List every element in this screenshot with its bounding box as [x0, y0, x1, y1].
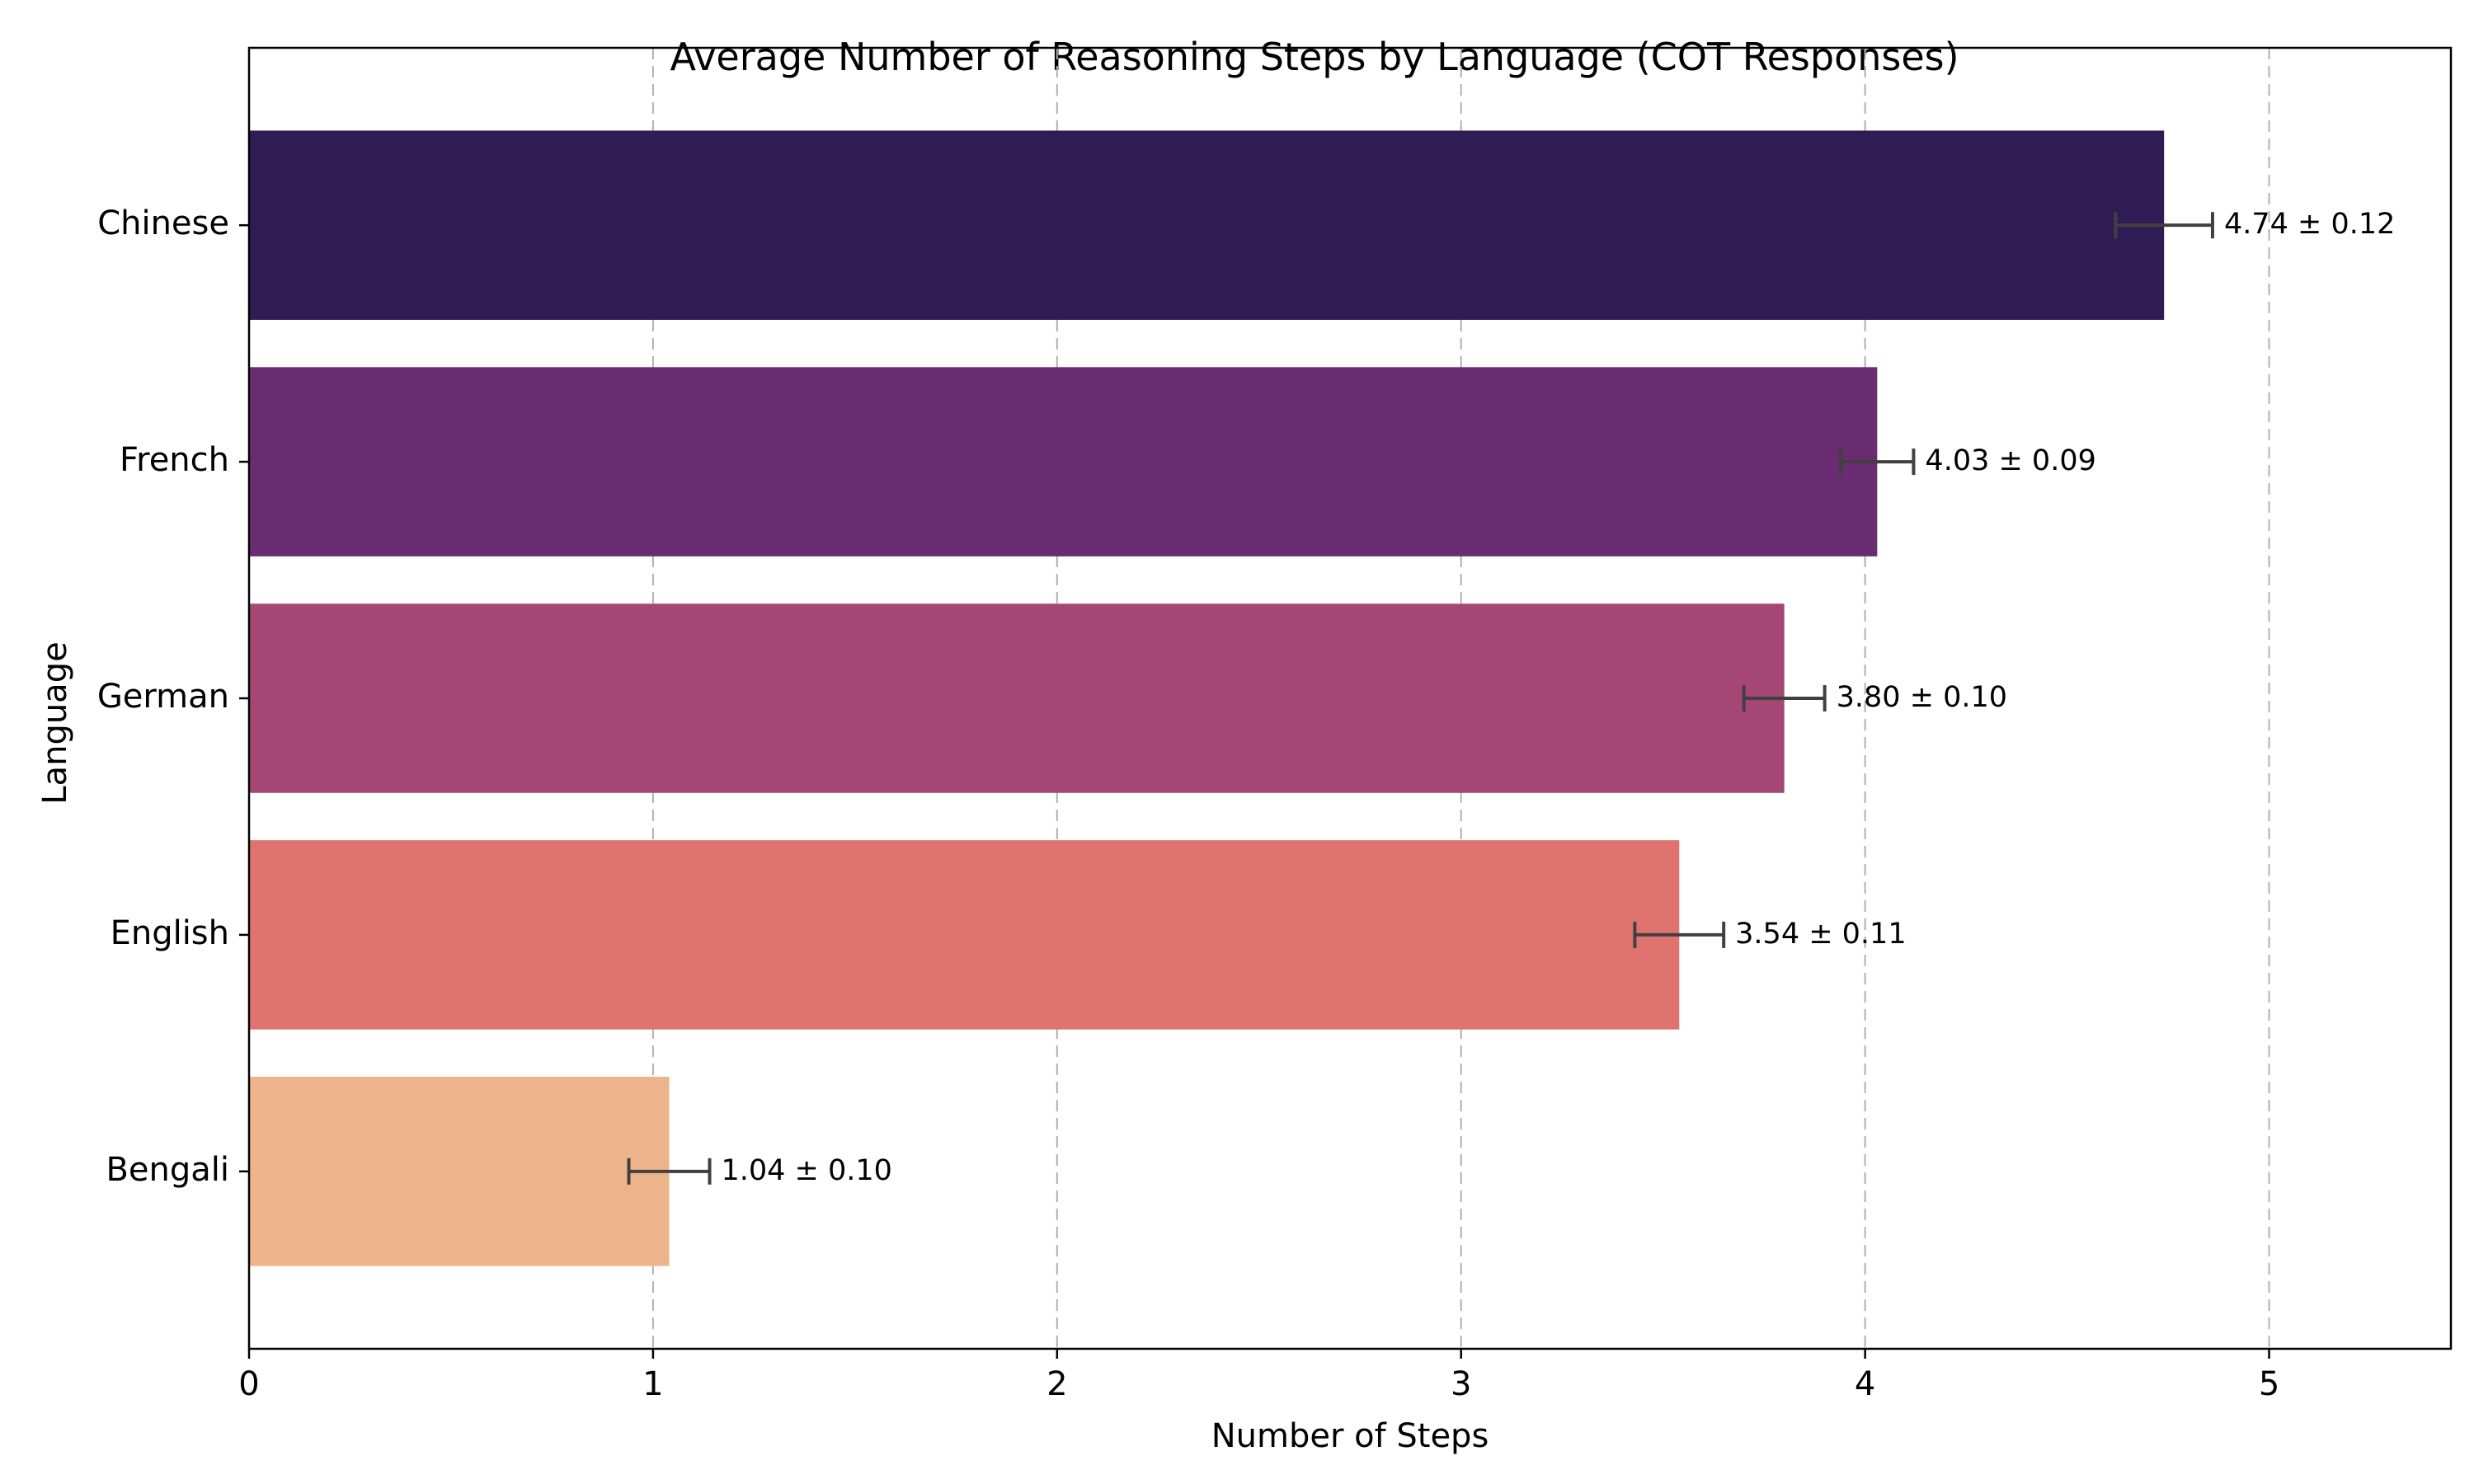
- chart-title: Average Number of Reasoning Steps by Lan…: [670, 35, 1959, 79]
- error-bars: [627, 212, 2214, 1185]
- x-tick-label-2: 2: [1047, 1365, 1067, 1403]
- x-tick-label-4: 4: [1855, 1365, 1875, 1403]
- x-tick-label-3: 3: [1451, 1365, 1471, 1403]
- y-axis-label: Language: [36, 641, 74, 804]
- x-axis-label: Number of Steps: [1211, 1417, 1489, 1455]
- y-axis-ticks: Chinese French German English Bengali: [97, 204, 249, 1189]
- bars: [249, 130, 2165, 1266]
- x-tick-label-0: 0: [238, 1365, 259, 1403]
- bar-bengali: [249, 1077, 670, 1266]
- value-label-bengali: 1.04 ± 0.10: [721, 1154, 891, 1187]
- error-bar-chinese: [2114, 212, 2214, 239]
- error-bar-german: [1742, 685, 1827, 711]
- error-bar-bengali: [627, 1158, 712, 1185]
- value-label-french: 4.03 ± 0.09: [1925, 444, 2095, 477]
- y-tick-label-french: French: [120, 441, 229, 479]
- bar-french: [249, 367, 1878, 556]
- value-label-german: 3.80 ± 0.10: [1837, 681, 2007, 714]
- error-bar-french: [1839, 448, 1916, 476]
- value-labels: 4.74 ± 0.12 4.03 ± 0.09 3.80 ± 0.10 3.54 ± …: [721, 208, 2395, 1187]
- y-tick-label-german: German: [97, 678, 229, 716]
- y-tick-label-bengali: Bengali: [106, 1151, 229, 1189]
- x-tick-label-5: 5: [2259, 1365, 2279, 1403]
- y-tick-label-chinese: Chinese: [97, 204, 229, 242]
- value-label-english: 3.54 ± 0.11: [1735, 918, 1906, 951]
- bar-chinese: [249, 130, 2165, 320]
- y-tick-label-english: English: [111, 914, 229, 952]
- bar-german: [249, 603, 1785, 793]
- bar-english: [249, 840, 1680, 1030]
- error-bar-english: [1633, 921, 1726, 948]
- x-axis-ticks: 0 1 2 3 4 5: [238, 1349, 2279, 1403]
- x-tick-label-1: 1: [642, 1365, 663, 1403]
- value-label-chinese: 4.74 ± 0.12: [2224, 208, 2395, 241]
